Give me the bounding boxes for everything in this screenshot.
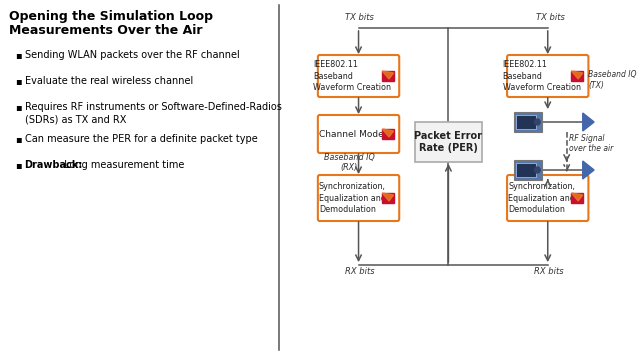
- Text: Long measurement time: Long measurement time: [61, 160, 184, 170]
- Text: TX bits: TX bits: [346, 13, 374, 22]
- Bar: [572, 193, 583, 203]
- Circle shape: [534, 167, 540, 173]
- Polygon shape: [572, 71, 583, 79]
- Text: Opening the Simulation Loop: Opening the Simulation Loop: [10, 10, 214, 23]
- Polygon shape: [382, 71, 394, 79]
- Text: Baseband IQ
(RX): Baseband IQ (RX): [324, 153, 374, 172]
- Bar: [516, 163, 536, 177]
- FancyBboxPatch shape: [318, 175, 399, 221]
- Polygon shape: [382, 193, 394, 201]
- Text: TX bits: TX bits: [536, 13, 565, 22]
- Text: ▪: ▪: [15, 50, 22, 60]
- Text: IEEE802.11
Baseband
Waveform Creation: IEEE802.11 Baseband Waveform Creation: [314, 60, 391, 92]
- Text: ▪: ▪: [15, 134, 22, 144]
- Polygon shape: [572, 193, 583, 201]
- Bar: [382, 193, 394, 203]
- Text: Can measure the PER for a definite packet type: Can measure the PER for a definite packe…: [24, 134, 257, 144]
- Text: ▪: ▪: [15, 102, 22, 112]
- Polygon shape: [382, 129, 394, 137]
- FancyBboxPatch shape: [514, 160, 542, 180]
- Text: Baseband IQ
(TX): Baseband IQ (TX): [588, 70, 637, 90]
- FancyBboxPatch shape: [318, 115, 399, 153]
- Text: Channel Model: Channel Model: [319, 130, 386, 139]
- Polygon shape: [583, 161, 594, 179]
- Text: Synchronization,
Equalization and
Demodulation: Synchronization, Equalization and Demodu…: [319, 182, 386, 214]
- Bar: [516, 115, 536, 129]
- FancyBboxPatch shape: [415, 122, 481, 162]
- Bar: [572, 71, 583, 81]
- Text: RX bits: RX bits: [534, 267, 564, 276]
- Text: ▪: ▪: [15, 76, 22, 86]
- Text: Sending WLAN packets over the RF channel: Sending WLAN packets over the RF channel: [24, 50, 239, 60]
- Text: IEEE802.11
Baseband
Waveform Creation: IEEE802.11 Baseband Waveform Creation: [502, 60, 580, 92]
- Polygon shape: [583, 113, 594, 131]
- Text: Requires RF instruments or Software-Defined-Radios
(SDRs) as TX and RX: Requires RF instruments or Software-Defi…: [24, 102, 282, 125]
- FancyBboxPatch shape: [514, 112, 542, 132]
- Text: Measurements Over the Air: Measurements Over the Air: [10, 24, 203, 37]
- Circle shape: [534, 119, 540, 125]
- Text: RF Signal
over the air: RF Signal over the air: [568, 134, 613, 153]
- Text: Evaluate the real wireless channel: Evaluate the real wireless channel: [24, 76, 193, 86]
- Bar: [382, 71, 394, 81]
- Text: RX bits: RX bits: [346, 267, 375, 276]
- Text: Synchronization,
Equalization and
Demodulation: Synchronization, Equalization and Demodu…: [508, 182, 575, 214]
- Text: Drawback:: Drawback:: [24, 160, 83, 170]
- Bar: [382, 129, 394, 139]
- Text: Packet Error
Rate (PER): Packet Error Rate (PER): [415, 131, 483, 153]
- FancyBboxPatch shape: [318, 55, 399, 97]
- Text: ▪: ▪: [15, 160, 22, 170]
- FancyBboxPatch shape: [507, 175, 588, 221]
- FancyBboxPatch shape: [507, 55, 588, 97]
